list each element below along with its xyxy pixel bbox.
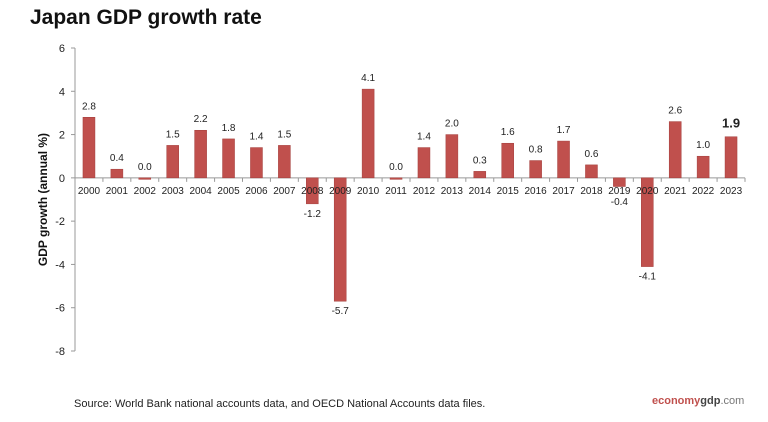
bar <box>250 147 263 179</box>
x-tick-label: 2006 <box>245 186 268 197</box>
x-tick-label: 2016 <box>525 186 548 197</box>
bar <box>361 88 375 179</box>
data-label: 1.8 <box>222 123 236 134</box>
bar <box>724 136 738 179</box>
y-tick-label: 6 <box>59 43 65 55</box>
y-axis-label: GDP growth (annual %) <box>36 133 50 266</box>
x-tick-label: 2000 <box>78 186 101 197</box>
x-tick-label: 2004 <box>190 186 213 197</box>
x-tick-label: 2023 <box>720 186 743 197</box>
x-tick-label: 2013 <box>441 186 464 197</box>
x-tick-label: 2022 <box>692 186 715 197</box>
bar <box>110 168 124 179</box>
bar <box>389 177 403 180</box>
x-tick-label: 2005 <box>217 186 240 197</box>
bar <box>166 145 179 179</box>
data-label: 2.6 <box>668 106 682 117</box>
data-label: 2.0 <box>445 119 459 130</box>
x-tick-label: 2007 <box>273 186 296 197</box>
bar <box>501 142 514 179</box>
data-label: -4.1 <box>639 272 657 283</box>
data-label: 1.7 <box>557 125 571 136</box>
data-label: 2.8 <box>82 101 96 112</box>
data-label: 1.4 <box>417 132 431 143</box>
data-label: 1.4 <box>250 132 264 143</box>
bar <box>417 147 431 179</box>
y-tick-label: 2 <box>59 130 65 142</box>
x-tick-label: 2009 <box>329 186 352 197</box>
bar <box>222 138 235 179</box>
y-tick-label: -8 <box>55 346 65 358</box>
bar <box>557 140 570 179</box>
brand-logo: economygdp.com <box>652 395 744 407</box>
data-label: -1.2 <box>304 209 322 220</box>
x-tick-label: 2017 <box>552 186 575 197</box>
data-label: -0.4 <box>611 197 629 208</box>
bar <box>194 129 207 179</box>
chart-title: Japan GDP growth rate <box>30 6 262 29</box>
bar <box>333 177 347 302</box>
x-tick-label: 2010 <box>357 186 380 197</box>
x-tick-label: 2018 <box>580 186 603 197</box>
y-tick-label: -6 <box>55 303 65 315</box>
data-label: 1.6 <box>501 127 515 138</box>
bar <box>138 177 152 180</box>
y-tick-label: -2 <box>55 216 65 228</box>
x-tick-label: 2003 <box>162 186 185 197</box>
data-label: 2.2 <box>194 114 208 125</box>
data-label: 1.9 <box>722 116 740 131</box>
bar <box>585 164 598 179</box>
x-tick-label: 2012 <box>413 186 436 197</box>
bar <box>473 171 487 179</box>
x-tick-label: 2021 <box>664 186 687 197</box>
bar <box>696 155 710 179</box>
bar <box>445 134 459 179</box>
data-label: 4.1 <box>361 73 375 84</box>
data-label: -5.7 <box>332 306 350 317</box>
x-tick-label: 2020 <box>636 186 659 197</box>
data-label: 0.3 <box>473 155 487 166</box>
data-label: 1.0 <box>696 140 710 151</box>
source-note: Source: World Bank national accounts dat… <box>74 398 486 410</box>
data-label: 0.8 <box>529 145 543 156</box>
y-tick-label: 4 <box>59 86 65 98</box>
data-label: 0.6 <box>585 149 599 160</box>
x-tick-label: 2001 <box>106 186 129 197</box>
x-tick-label: 2011 <box>385 186 407 197</box>
x-tick-label: 2015 <box>497 186 520 197</box>
x-tick-label: 2002 <box>134 186 157 197</box>
y-tick-label: -4 <box>55 259 65 271</box>
y-tick-label: 0 <box>59 173 65 185</box>
x-tick-label: 2019 <box>608 186 631 197</box>
brand-part: gdp <box>700 395 721 407</box>
bar <box>278 145 291 179</box>
bar <box>306 177 319 205</box>
data-label: 0.4 <box>110 153 124 164</box>
x-tick-label: 2014 <box>469 186 492 197</box>
brand-part: economy <box>652 395 701 407</box>
data-label: 1.5 <box>166 129 180 140</box>
bar <box>668 121 682 179</box>
data-label: 0.0 <box>138 162 152 173</box>
bar <box>613 177 626 187</box>
x-tick-label: 2008 <box>301 186 324 197</box>
bar <box>641 177 654 267</box>
bar <box>82 117 96 179</box>
bar <box>529 160 542 179</box>
data-label: 0.0 <box>389 162 403 173</box>
brand-part: .com <box>720 395 745 407</box>
data-label: 1.5 <box>277 129 291 140</box>
